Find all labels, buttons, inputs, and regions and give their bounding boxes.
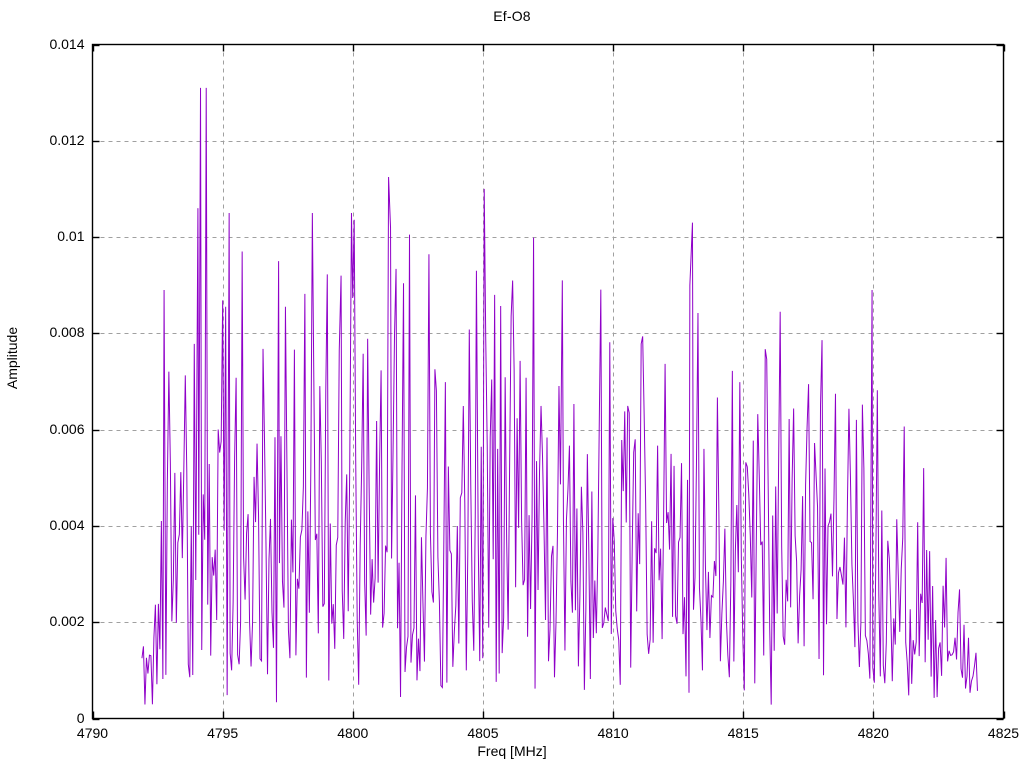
x-tick-label: 4800	[337, 724, 369, 741]
y-axis-title: Amplitude	[4, 326, 20, 390]
y-tick-label: 0.012	[49, 131, 85, 148]
y-tick-label: 0.006	[49, 420, 85, 437]
y-tick-label: 0.004	[49, 516, 85, 533]
axis-ticks	[92, 44, 1006, 721]
chart-title: Ef-O8	[493, 8, 531, 24]
x-axis-title: Freq [MHz]	[477, 743, 547, 759]
y-tick-label: 0.002	[49, 613, 85, 630]
x-tick-label: 4805	[467, 724, 499, 741]
x-tick-label: 4810	[597, 724, 629, 741]
x-tick-label: 4820	[857, 724, 889, 741]
y-tick-label: 0	[76, 709, 85, 726]
y-tick-label: 0.014	[49, 35, 85, 52]
data-series	[141, 87, 978, 705]
y-tick-label: 0.01	[57, 228, 85, 245]
x-tick-label: 4825	[987, 724, 1020, 741]
x-tick-label: 4815	[727, 724, 759, 741]
y-tick-label: 0.008	[49, 324, 85, 341]
plot-border	[91, 43, 1005, 720]
x-tick-label: 4795	[207, 724, 239, 741]
x-tick-label: 4790	[76, 724, 109, 741]
spectrum-line	[141, 87, 978, 705]
